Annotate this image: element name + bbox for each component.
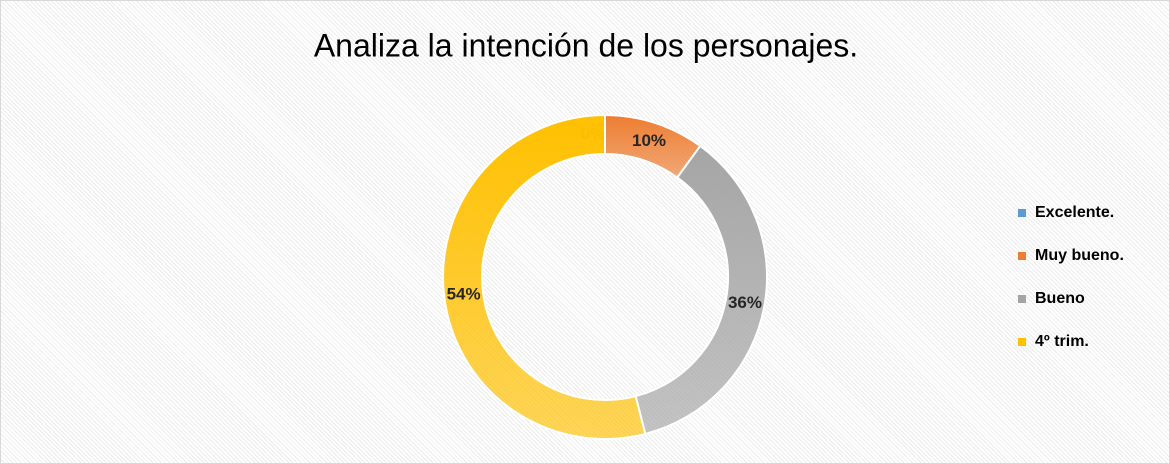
data-label: 10% bbox=[632, 131, 666, 150]
donut-slice bbox=[442, 113, 647, 440]
legend-label: Excelente. bbox=[1035, 204, 1114, 221]
data-label: 54% bbox=[447, 284, 481, 303]
legend-marker bbox=[1018, 209, 1026, 217]
legend-label: Bueno bbox=[1035, 290, 1085, 307]
legend-marker bbox=[1018, 252, 1026, 260]
legend-label: Muy bueno. bbox=[1035, 247, 1124, 264]
legend-marker bbox=[1018, 295, 1026, 303]
donut-slice bbox=[634, 144, 768, 436]
legend-label: 4º trim. bbox=[1035, 333, 1089, 350]
data-label: 36% bbox=[728, 293, 762, 312]
chart-title: Analiza la intención de los personajes. bbox=[314, 27, 858, 63]
legend-marker bbox=[1018, 338, 1026, 346]
